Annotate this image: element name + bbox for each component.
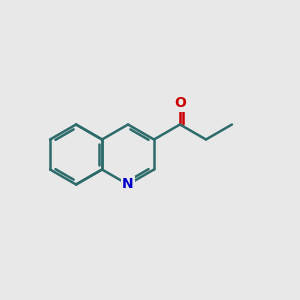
Text: O: O	[174, 97, 186, 110]
Text: N: N	[122, 178, 134, 191]
